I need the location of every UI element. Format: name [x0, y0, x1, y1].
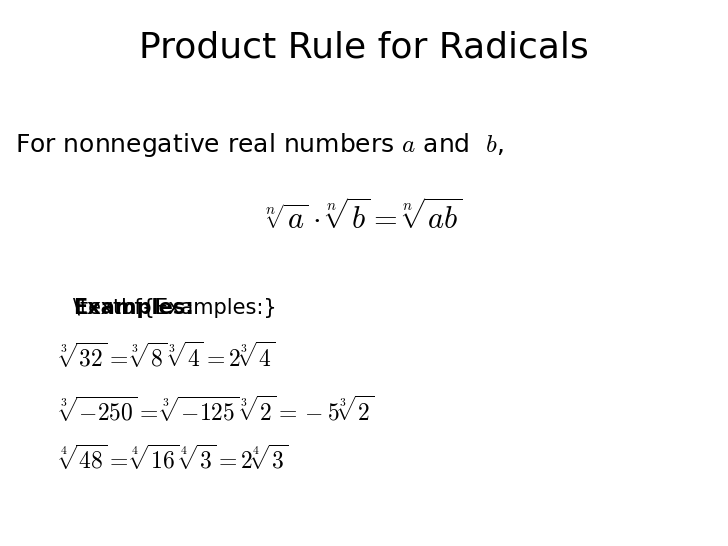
Text: \textbf{Examples:}: \textbf{Examples:} — [73, 298, 277, 318]
Text: $\sqrt[4]{48} =\sqrt[4]{16}\,\sqrt[4]{3} =2\sqrt[4]{3}$: $\sqrt[4]{48} =\sqrt[4]{16}\,\sqrt[4]{3}… — [58, 445, 288, 474]
Text: Product Rule for Radicals: Product Rule for Radicals — [139, 30, 589, 64]
Text: For nonnegative real numbers $a$ and  $b$,: For nonnegative real numbers $a$ and $b$… — [15, 131, 504, 159]
Text: $\sqrt[3]{-250} =\sqrt[3]{-125}\,\sqrt[3]{2} =-5\sqrt[3]{2}$: $\sqrt[3]{-250} =\sqrt[3]{-125}\,\sqrt[3… — [58, 396, 374, 426]
Text: $\sqrt[n]{a} \cdot \sqrt[n]{b} = \sqrt[n]{ab}$: $\sqrt[n]{a} \cdot \sqrt[n]{b} = \sqrt[n… — [265, 199, 463, 235]
Text: $\sqrt[3]{32} =\sqrt[3]{8}\,\sqrt[3]{4} =2\sqrt[3]{4}$: $\sqrt[3]{32} =\sqrt[3]{8}\,\sqrt[3]{4} … — [58, 341, 276, 372]
Text: Examples:: Examples: — [73, 298, 194, 318]
